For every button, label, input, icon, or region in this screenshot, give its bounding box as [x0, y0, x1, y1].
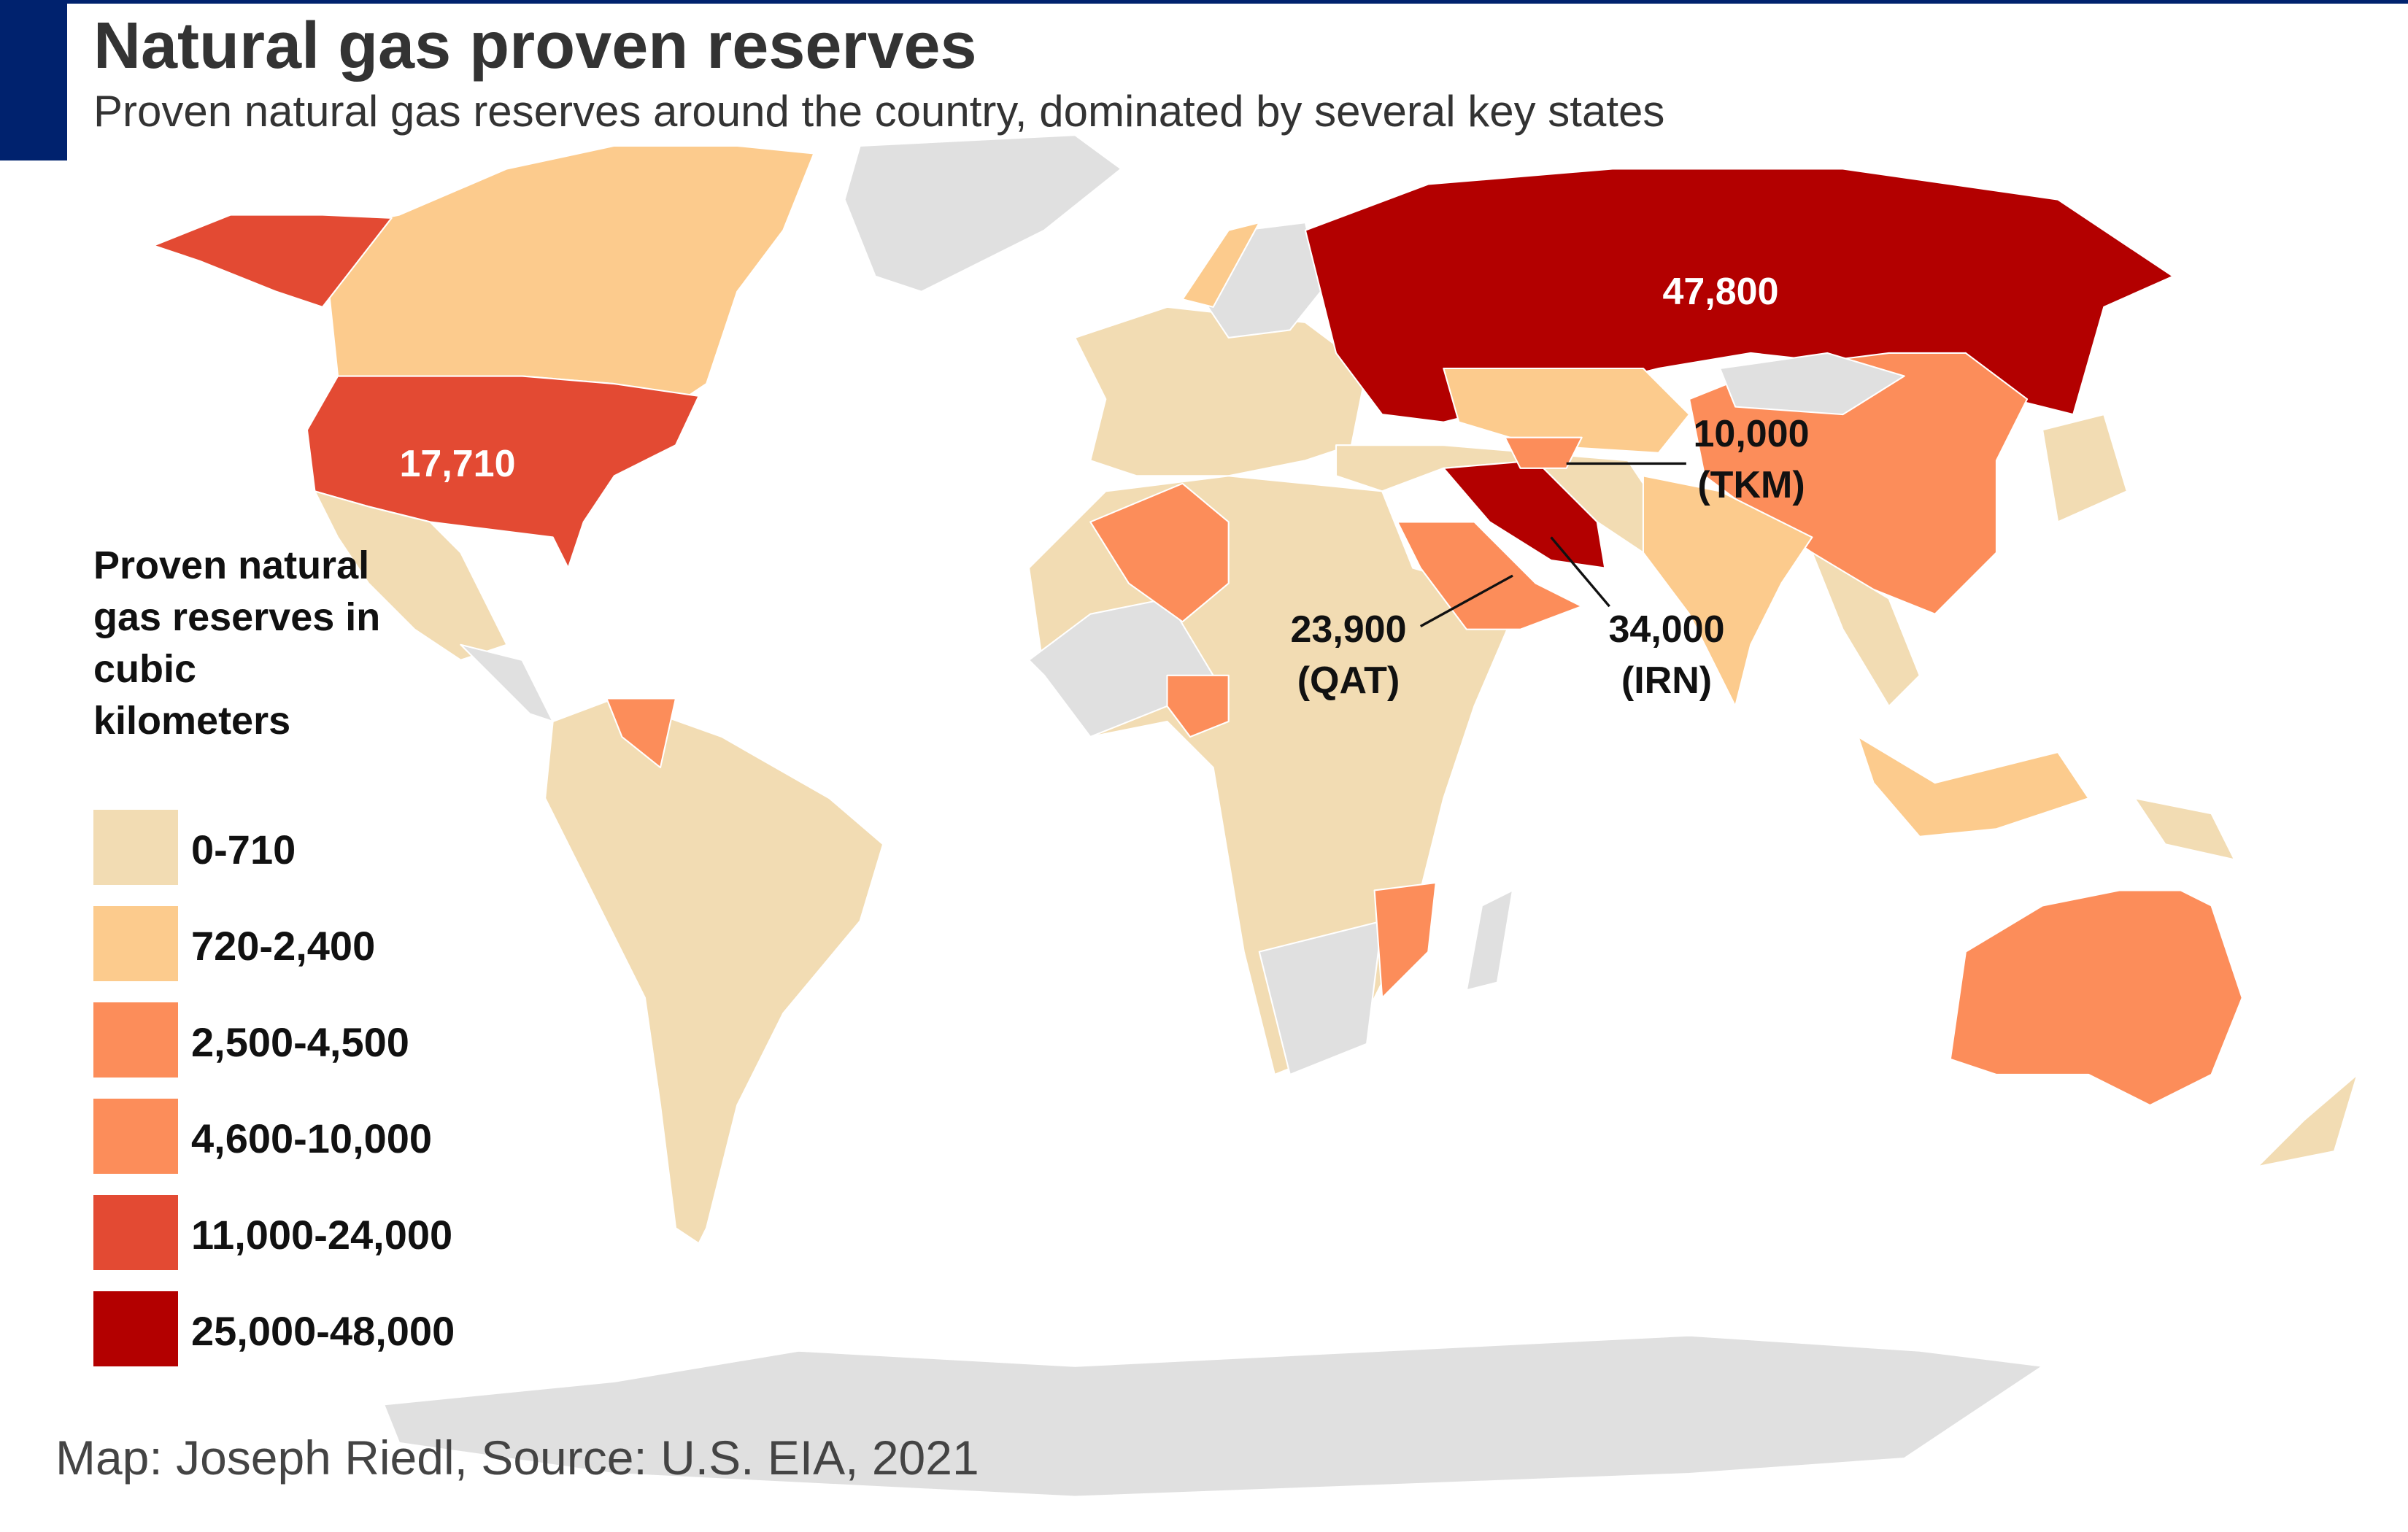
legend-item: 11,000-24,000 [93, 1195, 604, 1281]
region-new-zealand [2256, 1073, 2358, 1168]
page-title: Natural gas proven reserves [93, 9, 977, 82]
legend-swatch [93, 1099, 178, 1174]
legend-swatch [93, 906, 178, 981]
legend-swatch [93, 1002, 178, 1078]
legend-label: 25,000-48,000 [191, 1308, 455, 1354]
region-turkmenistan [1504, 436, 1583, 469]
region-norway [1181, 222, 1260, 308]
region-australia [1949, 889, 2243, 1107]
region-nigeria [1166, 674, 1230, 738]
region-central-america [460, 643, 554, 723]
source-credit: Map: Joseph Riedl, Source: U.S. EIA, 202… [55, 1431, 979, 1485]
label-irn-value: 34,000 [1608, 608, 1725, 651]
label-tkm-code: (TKM) [1697, 464, 1805, 506]
legend-label: 11,000-24,000 [191, 1212, 453, 1258]
region-japan [2042, 414, 2128, 523]
legend-item: 25,000-48,000 [93, 1291, 604, 1377]
region-madagascar [1465, 889, 1514, 991]
label-iran: 34,000 (IRN) [1608, 604, 1724, 706]
region-greenland [844, 134, 1122, 293]
region-indonesia [1857, 735, 2090, 837]
region-mongolia [1719, 352, 1905, 416]
legend-label: 0-710 [191, 827, 296, 873]
region-png [2134, 797, 2236, 861]
label-qatar: 23,900 (QAT) [1290, 604, 1406, 706]
header-accent-block [0, 0, 67, 160]
label-turkmenistan: 10,000 (TKM) [1693, 409, 1809, 511]
page-subtitle: Proven natural gas reserves around the c… [93, 87, 1665, 136]
region-south-america [544, 697, 884, 1245]
label-russia: 47,800 [1662, 271, 1779, 313]
leader-line-irn [1550, 536, 1610, 608]
region-southern-africa [1258, 920, 1384, 1075]
region-antarctica [383, 1334, 2044, 1498]
region-mexico [314, 490, 508, 661]
legend-swatch [93, 1291, 178, 1366]
label-qat-value: 23,900 [1290, 608, 1407, 651]
region-venezuela [606, 697, 677, 769]
label-tkm-value: 10,000 [1693, 413, 1810, 455]
region-southeast-asia [1811, 552, 1921, 707]
region-mozambique [1373, 881, 1437, 999]
label-usa: 17,710 [399, 443, 516, 485]
legend-label: 4,600-10,000 [191, 1115, 433, 1161]
region-india [1642, 475, 1813, 707]
label-qat-code: (QAT) [1297, 659, 1400, 702]
header-bar [0, 0, 2408, 4]
region-saudi-arabia [1397, 521, 1583, 630]
region-alaska [153, 214, 393, 308]
label-irn-code: (IRN) [1621, 659, 1713, 702]
region-canada [321, 144, 815, 416]
legend-item: 4,600-10,000 [93, 1099, 604, 1185]
leader-line-qat [1419, 574, 1513, 627]
legend-label: 2,500-4,500 [191, 1019, 409, 1065]
legend-swatch [93, 810, 178, 885]
legend-title: Proven natural gas reserves in cubic kil… [93, 543, 381, 743]
region-europe [1074, 306, 1368, 477]
legend-label: 720-2,400 [191, 923, 376, 969]
legend-item: 2,500-4,500 [93, 1002, 604, 1088]
legend-swatch [93, 1195, 178, 1270]
legend-item: 720-2,400 [93, 906, 604, 992]
legend-item: 0-710 [93, 810, 604, 896]
region-algeria [1089, 482, 1230, 623]
region-central-asia [1443, 367, 1691, 454]
